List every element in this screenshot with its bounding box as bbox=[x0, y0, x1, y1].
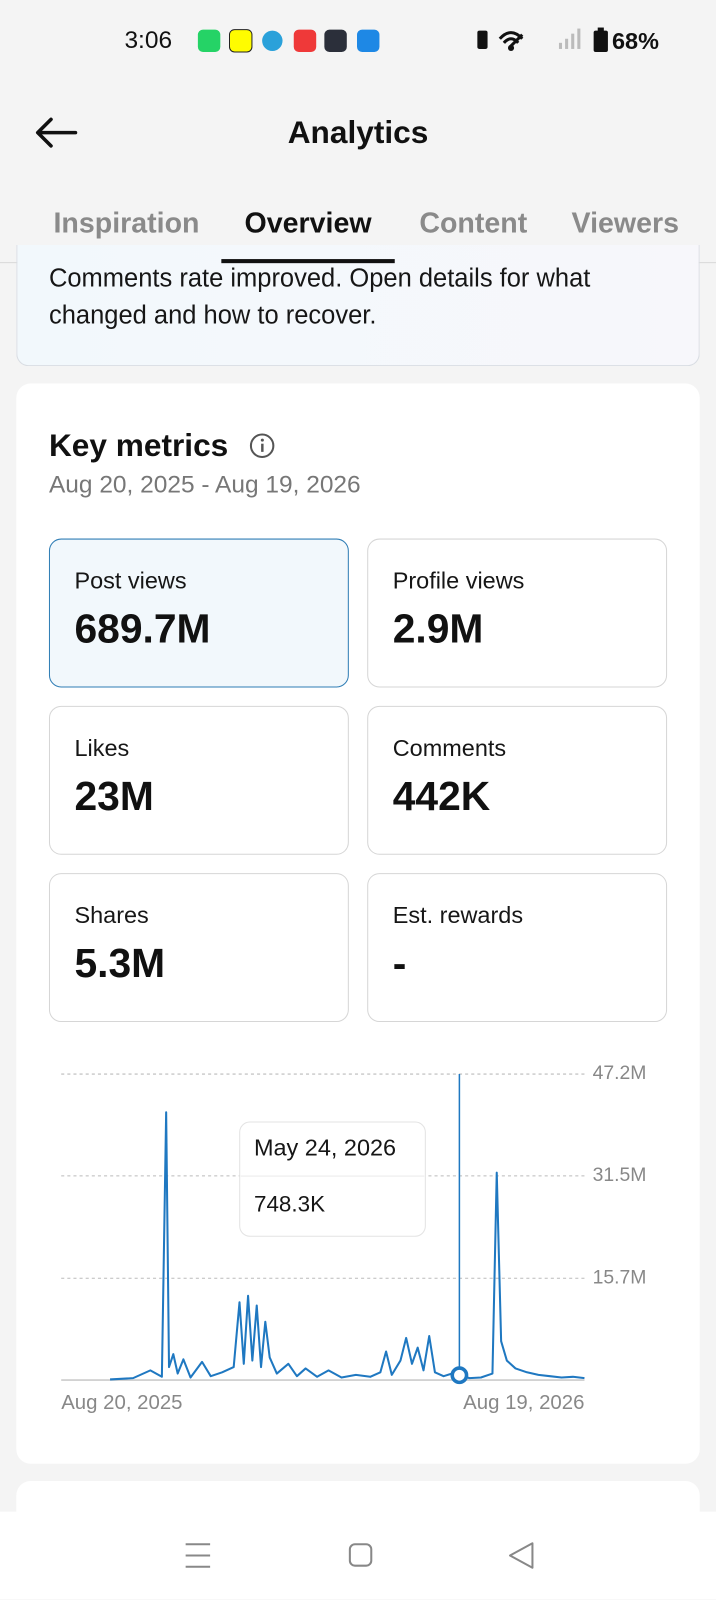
metric-value: 442K bbox=[392, 774, 491, 820]
x-tick-label: Aug 19, 2026 bbox=[463, 1392, 584, 1414]
status-time: 3:06 bbox=[124, 26, 173, 55]
metric-tile[interactable]: Shares 5.3M bbox=[48, 873, 349, 1023]
series-line bbox=[109, 1111, 585, 1381]
selected-point bbox=[450, 1366, 469, 1385]
tab[interactable]: Content bbox=[419, 207, 528, 239]
metric-label: Shares bbox=[74, 901, 149, 929]
tab[interactable]: Viewers bbox=[571, 207, 679, 239]
tooltip-value: 748.3K bbox=[254, 1192, 325, 1217]
metric-value: 2.9M bbox=[392, 606, 484, 652]
nav-bar bbox=[0, 1511, 716, 1600]
battery-level: 68% bbox=[612, 27, 659, 55]
y-tick-label: 15.7M bbox=[593, 1266, 647, 1288]
metric-label: Likes bbox=[74, 734, 130, 761]
back-button[interactable] bbox=[33, 114, 80, 151]
nav-buttons bbox=[185, 1542, 534, 1569]
metric-label: Est. rewards bbox=[392, 901, 524, 929]
metric-tile[interactable]: Likes 23M bbox=[48, 705, 349, 855]
y-tick-label: 47.2M bbox=[593, 1062, 647, 1084]
status-icons bbox=[197, 29, 380, 53]
date-range: Aug 20, 2025 - Aug 19, 2026 bbox=[48, 471, 361, 499]
system-icons bbox=[477, 28, 581, 51]
section-title: Key metrics bbox=[48, 427, 229, 464]
metric-value: 689.7M bbox=[74, 606, 211, 652]
tab-indicator bbox=[221, 259, 395, 264]
metric-label: Comments bbox=[392, 734, 507, 761]
tooltip-box bbox=[239, 1121, 426, 1237]
tab[interactable]: Overview bbox=[244, 207, 372, 239]
metric-tile[interactable]: Est. rewards - bbox=[367, 873, 668, 1023]
y-tick-label: 31.5M bbox=[593, 1164, 647, 1186]
battery-icon bbox=[593, 27, 608, 53]
metric-label: Profile views bbox=[392, 567, 525, 594]
x-tick-label: Aug 20, 2025 bbox=[61, 1392, 182, 1414]
page-title: Analytics bbox=[287, 114, 429, 150]
metric-label: Post views bbox=[74, 567, 187, 594]
metric-value: 23M bbox=[74, 774, 154, 820]
tab[interactable]: Inspiration bbox=[53, 207, 200, 239]
metric-tile[interactable]: Profile views 2.9M bbox=[367, 538, 668, 688]
info-icon[interactable] bbox=[249, 432, 276, 459]
metric-tile[interactable]: Post views 689.7M bbox=[48, 538, 349, 688]
banner-text: changed and how to recover. bbox=[48, 300, 377, 330]
banner-text: Comments rate improved. Open details for… bbox=[48, 264, 591, 293]
chart: 15.7M 31.5M 47.2M Aug 20, 2025 Aug 19, 2026 M… bbox=[61, 1062, 647, 1414]
metric-value: 5.3M bbox=[74, 941, 166, 987]
insight-banner[interactable] bbox=[16, 244, 700, 367]
metric-tile[interactable]: Comments 442K bbox=[367, 705, 668, 855]
tooltip-date: May 24, 2026 bbox=[254, 1135, 396, 1161]
metric-value: - bbox=[392, 941, 407, 987]
